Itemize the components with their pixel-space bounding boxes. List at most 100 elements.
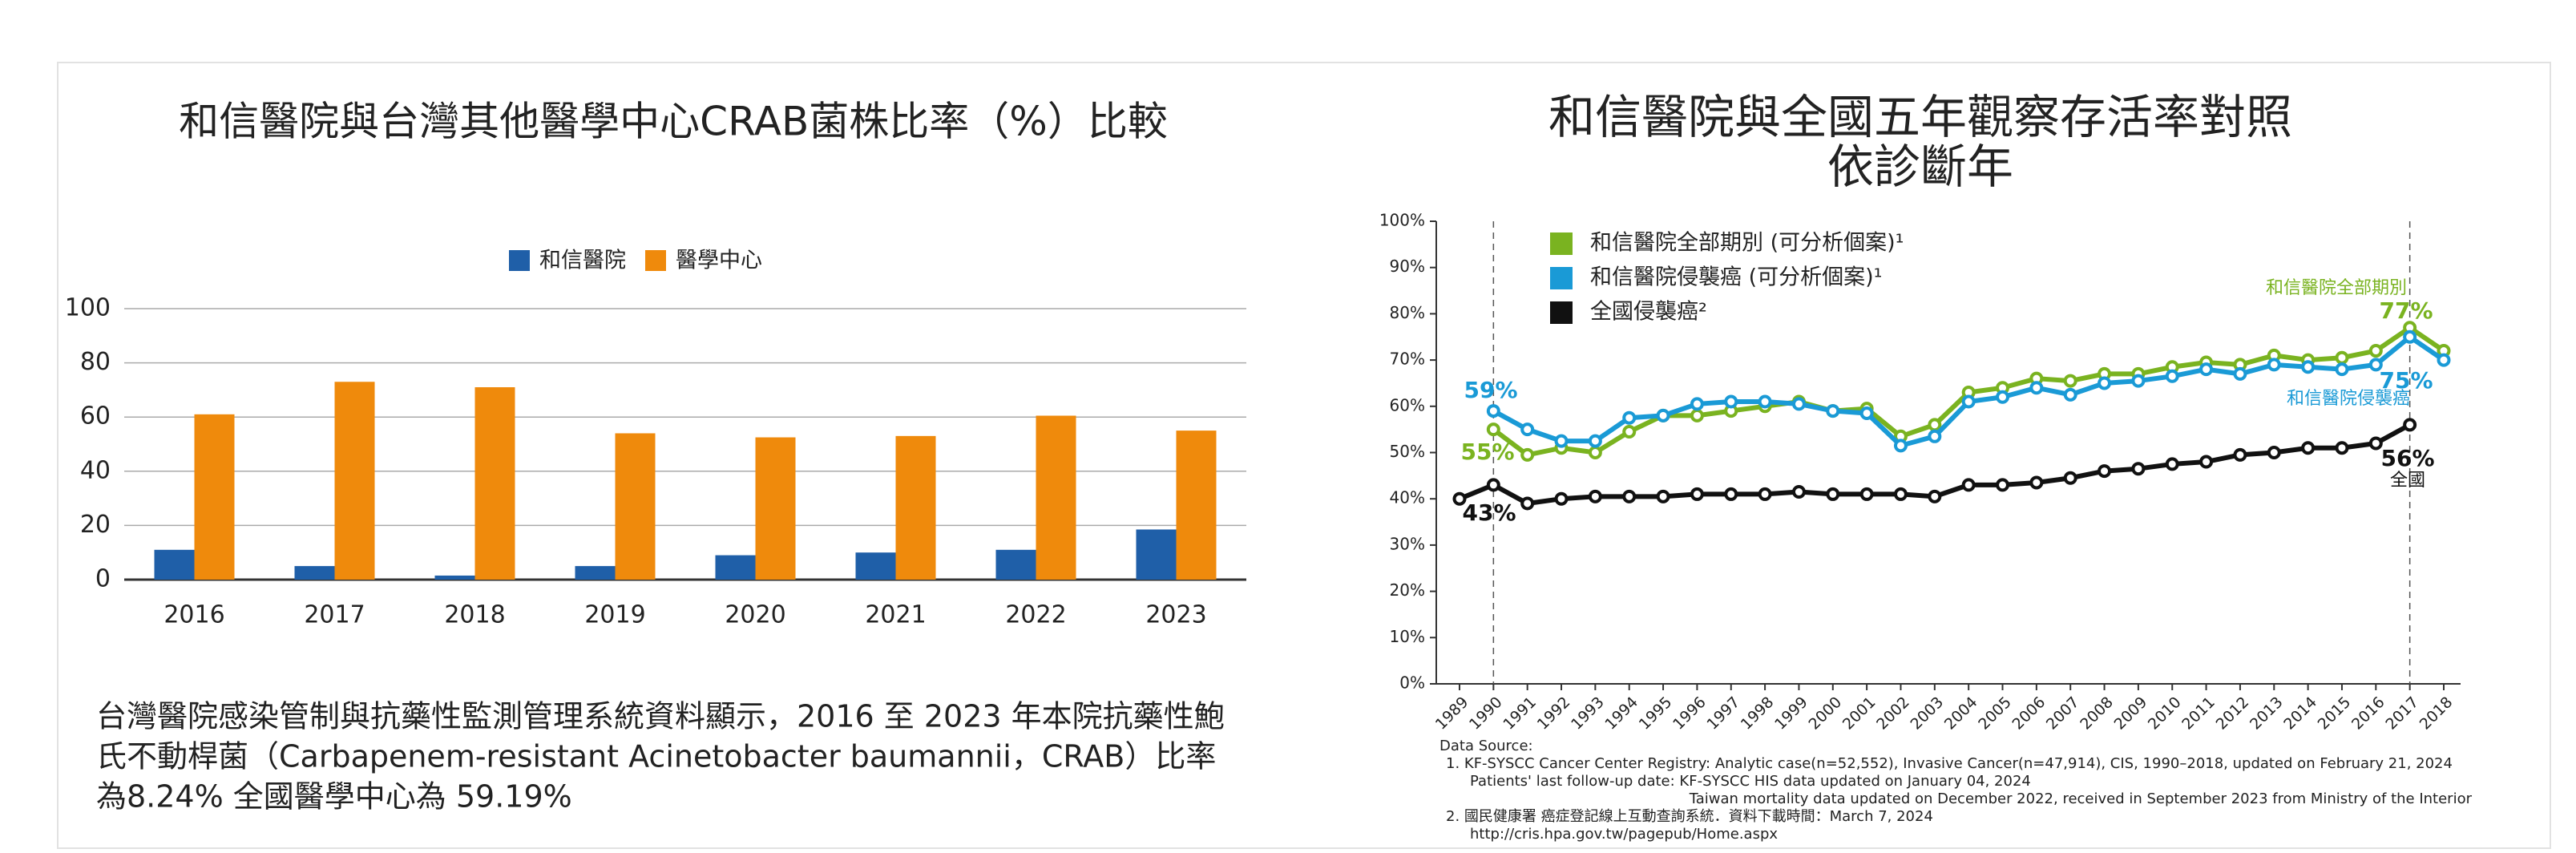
point — [1791, 485, 1806, 499]
y-tick-label: 90% — [1390, 257, 1425, 276]
point — [1690, 408, 1704, 422]
point — [1520, 447, 1535, 462]
chart-title: 依診斷年 — [1827, 139, 2013, 194]
point — [1724, 487, 1738, 501]
point — [2165, 457, 2179, 471]
y-tick-label: 80% — [1390, 303, 1425, 322]
x-tick-label: 2011 — [2178, 693, 2219, 734]
y-tick-label: 80 — [80, 348, 111, 376]
point — [1656, 489, 1670, 503]
point — [2335, 362, 2349, 377]
point — [1758, 487, 1772, 501]
bar — [294, 566, 335, 580]
x-tick-label: 2004 — [1941, 693, 1981, 734]
x-tick-label: 1990 — [1466, 693, 1506, 734]
point — [1588, 489, 1602, 503]
x-tick-label: 1991 — [1500, 693, 1540, 734]
y-tick-label: 10% — [1390, 627, 1425, 646]
point — [2199, 455, 2214, 469]
legend-label: 和信醫院 — [539, 249, 626, 273]
point — [2437, 353, 2451, 367]
bar — [855, 552, 896, 580]
point — [1758, 394, 1772, 409]
point — [2063, 471, 2077, 485]
point — [1859, 487, 1874, 501]
y-tick-label: 70% — [1390, 350, 1425, 369]
point — [1893, 487, 1908, 501]
point — [2063, 387, 2077, 402]
x-tick-label: 2001 — [1839, 693, 1880, 734]
y-tick-label: 40 — [80, 456, 111, 484]
point — [2335, 441, 2349, 455]
x-tick-label: 2017 — [304, 601, 365, 629]
bar — [575, 566, 616, 580]
point — [1554, 434, 1569, 448]
chart-title: 和信醫院與台灣其他醫學中心CRAB菌株比率（%）比較 — [179, 99, 1168, 145]
note: Patients' last follow-up date: KF-SYSCC … — [1470, 773, 2031, 790]
x-tick-label: 2016 — [2348, 693, 2388, 734]
value-label: 43% — [1462, 499, 1516, 526]
bar — [474, 387, 515, 580]
point — [2131, 462, 2146, 476]
point — [1961, 478, 1976, 492]
point — [1859, 406, 1874, 420]
y-tick-label: 50% — [1390, 442, 1425, 461]
x-tick-label: 2021 — [865, 601, 926, 629]
x-tick-label: 2019 — [584, 601, 645, 629]
point — [1486, 404, 1500, 418]
note: 1. KF-SYSCC Cancer Center Registry: Anal… — [1446, 755, 2453, 772]
point — [2029, 475, 2044, 490]
point — [2403, 418, 2417, 432]
point — [2301, 441, 2316, 455]
x-tick-label: 2017 — [2382, 693, 2422, 734]
bar — [154, 549, 195, 580]
point — [1452, 491, 1467, 506]
point — [2063, 374, 2077, 388]
legend-label: 和信醫院全部期別 (可分析個案)¹ — [1590, 231, 1904, 256]
x-tick-label: 2009 — [2111, 693, 2151, 734]
annotation: 和信醫院侵襲癌 — [2287, 389, 2410, 409]
bar — [995, 549, 1036, 580]
x-tick-label: 2006 — [2009, 693, 2049, 734]
x-tick-label: 1997 — [1703, 693, 1743, 734]
legend-swatch — [1550, 301, 1573, 324]
x-tick-label: 1989 — [1432, 693, 1472, 734]
x-tick-label: 2022 — [1005, 601, 1066, 629]
legend-swatch — [509, 250, 530, 271]
legend-label: 全國侵襲癌² — [1590, 300, 1707, 325]
point — [2267, 446, 2281, 459]
point — [1928, 489, 1942, 503]
point — [1826, 404, 1840, 418]
x-tick-label: 1999 — [1771, 693, 1811, 734]
y-tick-label: 100% — [1379, 211, 1425, 230]
value-label: 56% — [2380, 445, 2434, 471]
annotation: 和信醫院全部期別 — [2266, 278, 2407, 298]
point — [2199, 362, 2214, 377]
y-tick-label: 20 — [80, 511, 111, 539]
y-tick-label: 100 — [65, 294, 111, 322]
point — [1486, 478, 1500, 492]
point — [2368, 358, 2383, 372]
x-tick-label: 1995 — [1636, 693, 1676, 734]
value-label: 59% — [1464, 377, 1517, 403]
point — [2267, 358, 2281, 372]
y-tick-label: 30% — [1390, 534, 1425, 553]
description: 氏不動桿菌（Carbapenem-resistant Acinetobacter… — [96, 739, 1216, 774]
note: 2. 國民健康署 癌症登記線上互動查詢系統．資料下載時間：March 7, 20… — [1446, 808, 1933, 825]
point — [1520, 422, 1535, 437]
point — [2301, 360, 2316, 374]
legend-swatch — [645, 250, 666, 271]
y-tick-label: 60% — [1390, 395, 1425, 414]
point — [1486, 422, 1500, 437]
point — [1791, 397, 1806, 411]
note: Taiwan mortality data updated on Decembe… — [1689, 790, 2473, 807]
bar — [194, 414, 235, 580]
x-tick-label: 2014 — [2280, 693, 2320, 734]
point — [1996, 478, 2010, 492]
bar — [334, 382, 375, 580]
point — [1588, 434, 1602, 448]
bar — [895, 435, 936, 580]
description: 台灣醫院感染管制與抗藥性監測管理系統資料顯示，2016 至 2023 年本院抗藥… — [96, 699, 1225, 734]
